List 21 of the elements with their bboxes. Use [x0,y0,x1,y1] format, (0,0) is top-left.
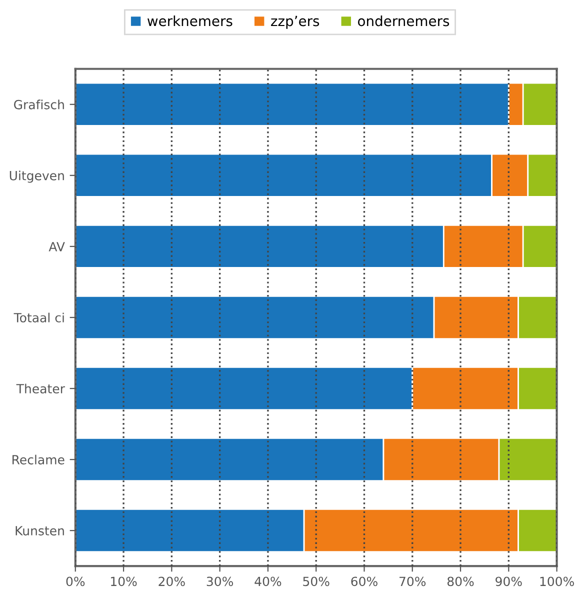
y-tick-label: Theater [16,384,65,394]
y-tick-label: Kunsten [16,526,64,536]
legend-label: werknemers [148,15,232,26]
y-tick-label: Grafisch [14,100,64,110]
x-tick-label: 90% [496,576,522,586]
x-tick-label: 10% [111,576,137,586]
x-tick-label: 40% [254,576,282,586]
x-tick-label: 100% [540,576,574,586]
legend-label: zzp’ers [271,16,320,29]
x-tick-label: 20% [158,576,185,586]
y-tick-label: AV [48,242,65,252]
x-tick-label: 80% [447,576,474,586]
x-tick-label: 0% [66,576,85,586]
y-tick-label: Totaal ci [14,312,64,322]
x-tick-label: 70% [400,576,426,586]
y-tick-label: Reclame [12,454,64,464]
x-tick-label: 60% [351,576,378,586]
x-tick-label: 30% [206,576,234,586]
x-tick-label: 50% [303,576,330,586]
y-tick-label: Uitgeven [10,170,64,183]
legend-label: ondernemers [358,15,450,26]
